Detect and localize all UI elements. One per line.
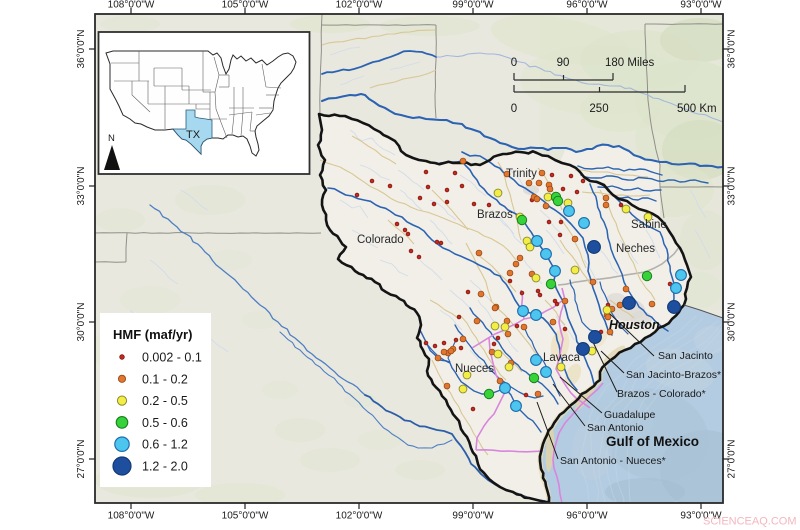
svg-text:36°0'0"N: 36°0'0"N — [727, 30, 738, 69]
svg-text:0.2 - 0.5: 0.2 - 0.5 — [142, 394, 188, 408]
svg-text:0: 0 — [511, 103, 517, 115]
svg-text:0.6 - 1.2: 0.6 - 1.2 — [142, 438, 188, 452]
svg-text:San Jacinto: San Jacinto — [658, 350, 713, 362]
svg-text:108°0'0"W: 108°0'0"W — [108, 511, 155, 522]
svg-text:Houston: Houston — [609, 318, 660, 332]
svg-text:99°0'0"W: 99°0'0"W — [452, 511, 494, 522]
svg-text:0.5 - 0.6: 0.5 - 0.6 — [142, 416, 188, 430]
svg-text:99°0'0"W: 99°0'0"W — [452, 0, 494, 11]
svg-text:96°0'0"W: 96°0'0"W — [566, 0, 608, 11]
svg-text:San Jacinto-Brazos*: San Jacinto-Brazos* — [626, 369, 721, 381]
svg-text:33°0'0"N: 33°0'0"N — [727, 167, 738, 206]
svg-text:Colorado: Colorado — [357, 234, 404, 246]
svg-text:TX: TX — [186, 129, 201, 141]
svg-text:102°0'0"W: 102°0'0"W — [336, 511, 383, 522]
svg-text:96°0'0"W: 96°0'0"W — [566, 511, 608, 522]
svg-text:Brazos: Brazos — [477, 209, 513, 221]
svg-text:SCIENCEAQ.COM: SCIENCEAQ.COM — [703, 516, 797, 528]
svg-text:27°0'0"N: 27°0'0"N — [76, 440, 87, 479]
svg-text:93°0'0"W: 93°0'0"W — [680, 511, 722, 522]
svg-text:HMF (maf/yr): HMF (maf/yr) — [113, 327, 192, 342]
svg-text:Brazos - Colorado*: Brazos - Colorado* — [617, 388, 706, 400]
svg-text:Neches: Neches — [616, 243, 655, 255]
svg-text:0.1 - 0.2: 0.1 - 0.2 — [142, 372, 188, 386]
svg-text:105°0'0"W: 105°0'0"W — [222, 511, 269, 522]
svg-text:250: 250 — [589, 103, 608, 115]
svg-text:Gulf of Mexico: Gulf of Mexico — [606, 434, 699, 449]
svg-text:33°0'0"N: 33°0'0"N — [76, 167, 87, 206]
svg-text:500 Km: 500 Km — [677, 103, 717, 115]
svg-text:93°0'0"W: 93°0'0"W — [680, 0, 722, 11]
svg-text:Nueces: Nueces — [455, 363, 494, 375]
svg-text:90: 90 — [557, 57, 570, 69]
svg-text:27°0'0"N: 27°0'0"N — [727, 440, 738, 479]
svg-text:0: 0 — [511, 57, 517, 69]
svg-text:1.2 - 2.0: 1.2 - 2.0 — [142, 460, 188, 474]
svg-text:Trinity: Trinity — [506, 168, 537, 180]
svg-text:San Antonio - Nueces*: San Antonio - Nueces* — [560, 455, 666, 467]
svg-text:102°0'0"W: 102°0'0"W — [336, 0, 383, 11]
svg-text:San Antonio: San Antonio — [587, 422, 644, 434]
svg-text:0.002 - 0.1: 0.002 - 0.1 — [142, 351, 202, 365]
svg-text:30°0'0"N: 30°0'0"N — [727, 303, 738, 342]
svg-text:108°0'0"W: 108°0'0"W — [108, 0, 155, 11]
svg-text:N: N — [108, 133, 115, 144]
svg-text:Sabine: Sabine — [631, 219, 667, 231]
svg-text:30°0'0"N: 30°0'0"N — [76, 303, 87, 342]
svg-text:Lavaca: Lavaca — [543, 352, 581, 364]
svg-text:180 Miles: 180 Miles — [605, 57, 654, 69]
svg-text:36°0'0"N: 36°0'0"N — [76, 30, 87, 69]
svg-text:Guadalupe: Guadalupe — [604, 409, 656, 421]
svg-text:105°0'0"W: 105°0'0"W — [222, 0, 269, 11]
